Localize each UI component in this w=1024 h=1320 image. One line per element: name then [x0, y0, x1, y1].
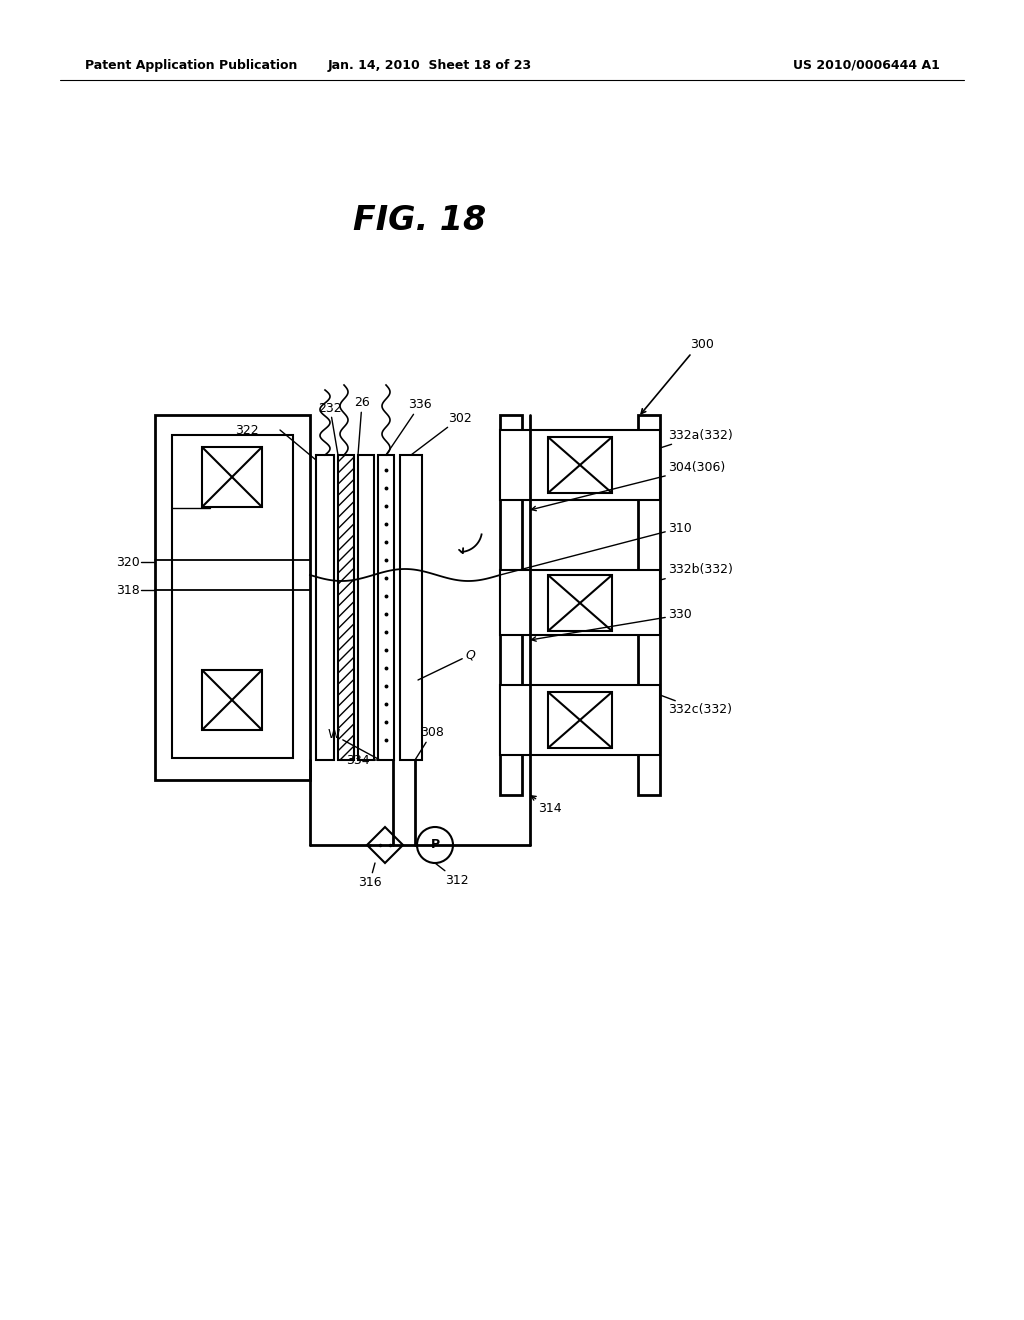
Bar	[358, 455, 374, 760]
Bar	[400, 455, 422, 760]
Text: 332a(332): 332a(332)	[660, 429, 733, 447]
Text: 312: 312	[435, 863, 469, 887]
Bar	[500, 685, 660, 755]
Text: 310: 310	[500, 521, 692, 576]
Text: 314: 314	[531, 796, 561, 814]
Text: 300: 300	[690, 338, 714, 351]
Text: 320: 320	[117, 556, 140, 569]
Bar	[500, 430, 660, 500]
Text: 304(306): 304(306)	[531, 462, 725, 511]
Bar	[155, 414, 310, 780]
Text: Jan. 14, 2010  Sheet 18 of 23: Jan. 14, 2010 Sheet 18 of 23	[328, 58, 532, 71]
Text: FIG. 18: FIG. 18	[353, 203, 486, 236]
Bar	[638, 414, 660, 795]
Text: W: W	[328, 729, 380, 760]
Bar	[500, 570, 660, 635]
Text: 232: 232	[318, 401, 342, 455]
Circle shape	[417, 828, 453, 863]
Bar	[548, 576, 612, 631]
Bar	[548, 692, 612, 748]
Text: 302: 302	[411, 412, 472, 455]
Text: 318: 318	[117, 583, 140, 597]
Bar	[548, 437, 612, 492]
Text: US 2010/0006444 A1: US 2010/0006444 A1	[794, 58, 940, 71]
Text: Patent Application Publication: Patent Application Publication	[85, 58, 297, 71]
Bar	[202, 671, 262, 730]
Text: 332b(332): 332b(332)	[660, 564, 733, 579]
Text: 336: 336	[386, 399, 432, 455]
Bar	[316, 455, 334, 760]
Text: 330: 330	[531, 609, 692, 642]
Bar	[202, 447, 262, 507]
Bar	[338, 455, 354, 760]
Text: 332c(332): 332c(332)	[660, 696, 732, 717]
Bar	[500, 414, 522, 795]
Text: P: P	[430, 838, 439, 851]
Text: 334: 334	[346, 754, 393, 767]
Text: Q: Q	[418, 648, 475, 680]
Text: 316: 316	[358, 863, 382, 888]
Text: 322: 322	[234, 424, 259, 437]
Bar	[378, 455, 394, 760]
Polygon shape	[367, 828, 403, 863]
Bar	[172, 436, 293, 758]
Text: 26: 26	[354, 396, 370, 455]
Text: 308: 308	[415, 726, 443, 760]
